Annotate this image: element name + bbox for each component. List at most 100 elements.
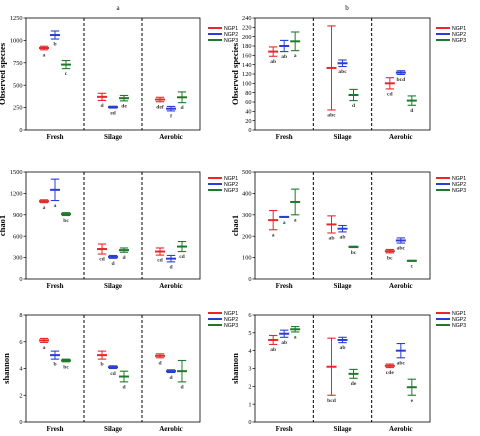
x-category-label: Silage [104,425,122,433]
legend-label-ngp3: NGP3 [224,323,238,329]
significance-letter: abc [327,112,336,118]
significance-letter: d [180,105,184,111]
significance-letter: def [156,104,164,110]
x-category-label: Silage [334,425,352,433]
legend-label-ngp3: NGP3 [452,38,466,44]
y-tick-label: 1 [248,401,251,408]
y-tick-label: 240 [242,15,251,22]
significance-letter: b [100,362,103,368]
chart-3: 0 300 600 900 1200 1500 chao1 Fresh Silage Aerobi… [0,169,238,290]
y-tick-label: 5 [248,330,251,337]
panel-label-a: a [116,4,120,12]
y-axis-label: Observed species [0,42,7,105]
legend-label-ngp1: NGP1 [452,176,466,182]
significance-letter: d [410,108,414,114]
y-tick-label: 160 [242,52,251,59]
significance-letter: a [43,205,46,211]
y-tick-label: 6 [19,339,22,346]
significance-letter: abc [338,69,347,75]
y-tick-label: 0 [19,276,22,283]
plot-frame [254,171,431,280]
y-tick-label: 6 [248,312,251,319]
y-tick-label: 4 [19,366,23,373]
significance-letter: a [43,345,46,351]
y-tick-label: 750 [13,60,22,67]
significance-letter: ab [340,345,346,351]
significance-letter: d [100,103,104,109]
y-tick-label: 220 [242,24,251,31]
significance-letter: a [294,53,297,59]
legend-label-ngp3: NGP3 [224,188,238,194]
legend-label-ngp1: NGP1 [452,311,466,317]
y-tick-label: 80 [245,90,251,97]
y-axis-label: Observed species [230,42,240,105]
x-category-label: Fresh [47,282,64,290]
y-tick-label: 180 [242,43,251,50]
legend-label-ngp2: NGP2 [224,32,238,38]
legend-label-ngp1: NGP1 [224,26,238,32]
significance-letter: bcd [327,398,337,404]
significance-letter: cd [387,91,393,97]
significance-letter: ab [270,59,276,65]
significance-letter: d [169,264,173,270]
significance-letter: abc [397,246,406,252]
significance-letter: d [180,384,184,390]
significance-letter: bc [63,218,69,224]
y-tick-label: 600 [13,233,22,240]
y-tick-label: 0 [19,127,22,134]
y-tick-label: 60 [245,99,251,106]
x-category-label: Aerobic [389,133,413,141]
y-tick-label: 100 [242,80,251,87]
x-category-label: Silage [104,282,122,290]
y-axis-label: chao1 [230,215,240,236]
y-axis-label: chao1 [0,215,7,236]
x-category-label: Aerobic [159,133,183,141]
significance-letter: bc [387,255,393,261]
legend-label-ngp2: NGP2 [452,317,466,323]
chart-2: 0 20 40 60 80 100 120 140 160 180 200 220 240 Observe… [230,15,466,141]
significance-letter: bcd [396,77,406,83]
y-tick-label: 500 [242,169,251,176]
y-tick-label: 3 [248,366,251,373]
y-tick-label: 120 [242,71,251,78]
y-tick-label: 300 [13,255,22,262]
x-category-label: Silage [334,282,352,290]
y-tick-label: 40 [245,108,251,115]
x-category-label: Fresh [47,133,64,141]
legend-label-ngp2: NGP2 [452,182,466,188]
y-tick-label: 1250 [10,15,23,22]
significance-letter: b [53,362,56,368]
y-axis-label: shannon [1,353,11,384]
y-tick-label: 200 [242,34,251,41]
legend-label-ngp3: NGP3 [224,38,238,44]
y-tick-label: 0 [19,419,22,426]
y-tick-label: 0 [248,127,251,134]
y-tick-label: 300 [242,212,251,219]
significance-letter: d [352,103,356,109]
significance-letter: cd [157,258,163,264]
significance-letter: c [411,264,414,270]
y-tick-label: 1000 [10,38,23,45]
y-tick-label: 4 [248,348,252,355]
significance-letter: ab [340,234,346,240]
legend-label-ngp2: NGP2 [224,317,238,323]
significance-letter: ed [110,111,116,117]
significance-letter: bc [351,250,357,256]
x-category-label: Fresh [276,133,293,141]
significance-letter: bc [63,364,69,370]
significance-letter: c [65,71,68,77]
chart-4: 0 100 200 300 400 500 chao1 Fresh Silage Aerobic a… [230,169,466,290]
significance-letter: a [54,203,57,209]
x-category-label: Fresh [47,425,64,433]
legend-label-ngp3: NGP3 [452,323,466,329]
plot-frame [25,17,201,131]
y-tick-label: 1500 [10,169,23,176]
significance-letter: d [169,375,173,381]
y-tick-label: 100 [242,255,251,262]
significance-letter: f [170,113,172,119]
y-tick-label: 140 [242,62,251,69]
significance-letter: a [283,220,286,226]
significance-letter: b [53,42,56,48]
